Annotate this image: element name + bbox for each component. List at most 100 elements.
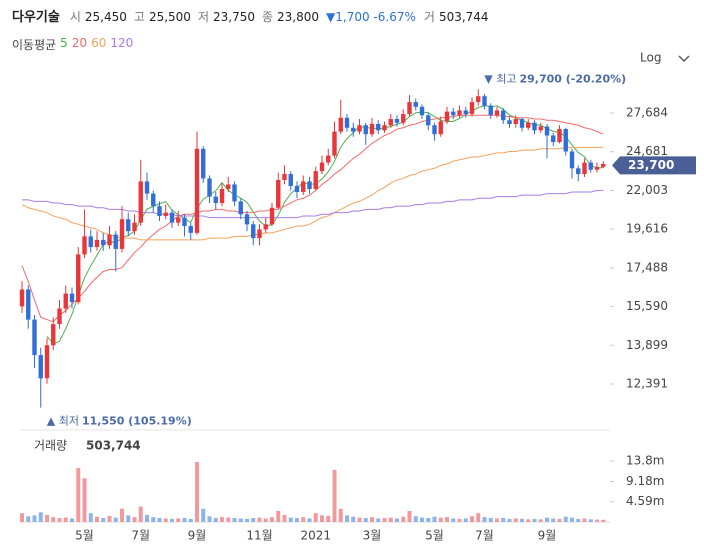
ma-legend-item: 5 bbox=[60, 36, 68, 50]
volume-bar bbox=[351, 516, 356, 522]
field-label: 고 bbox=[133, 10, 145, 24]
candle-body bbox=[51, 324, 56, 346]
volume-bar bbox=[338, 508, 343, 522]
volume-bar bbox=[163, 518, 168, 522]
y-tick-label: 13,899 bbox=[626, 338, 668, 352]
candle-body bbox=[394, 118, 400, 123]
volume-bar bbox=[170, 518, 174, 522]
x-tick-label: 9월 bbox=[188, 529, 207, 543]
candle-body bbox=[144, 181, 150, 194]
volume-bar bbox=[501, 518, 506, 522]
volume-bar bbox=[151, 517, 156, 522]
volume-bar bbox=[95, 516, 99, 522]
volume-bar bbox=[495, 518, 499, 522]
volume-bar bbox=[176, 518, 181, 522]
candle-body bbox=[301, 181, 306, 193]
volume-bar bbox=[526, 519, 531, 522]
candle-body bbox=[563, 129, 568, 152]
candle-body bbox=[226, 184, 231, 189]
x-tick-label: 11월 bbox=[246, 529, 272, 543]
candle-body bbox=[388, 118, 393, 126]
volume-label: 거래량 bbox=[34, 439, 67, 453]
volume-bar bbox=[538, 519, 543, 522]
candle-body bbox=[482, 96, 487, 106]
volume-bar bbox=[201, 508, 206, 522]
volume-bar bbox=[445, 517, 449, 522]
annotation-label: ▼ 최고 bbox=[484, 72, 516, 85]
volume-bar bbox=[63, 517, 68, 522]
volume-bar bbox=[520, 518, 524, 522]
candle-body bbox=[488, 105, 493, 116]
candle-body bbox=[457, 110, 462, 116]
candle-body bbox=[119, 219, 125, 249]
candle-body bbox=[207, 178, 212, 197]
candle-body bbox=[594, 166, 600, 170]
candle-body bbox=[469, 102, 475, 115]
candle-body bbox=[532, 122, 537, 131]
candle-body bbox=[426, 115, 431, 126]
price-tag-label: 23,700 bbox=[628, 158, 674, 172]
volume-bar bbox=[326, 515, 331, 522]
candle-body bbox=[444, 111, 450, 122]
ma-line bbox=[22, 190, 604, 219]
price-change: ▼1,700 -6.67% bbox=[326, 10, 416, 24]
volume-bar bbox=[113, 517, 118, 522]
volume-bar bbox=[507, 518, 512, 522]
candle-body bbox=[601, 163, 606, 167]
candle-body bbox=[582, 162, 587, 175]
candle-body bbox=[94, 239, 100, 248]
candle-body bbox=[151, 193, 156, 207]
volume-bar bbox=[145, 514, 149, 522]
candle-body bbox=[188, 226, 193, 233]
annotation: ▼ 최고 29,700 (-20.20%) bbox=[484, 72, 626, 85]
candle-body bbox=[538, 126, 543, 131]
volume-bar bbox=[220, 517, 224, 522]
scale-chevron[interactable] bbox=[678, 55, 690, 62]
field-value: 503,744 bbox=[438, 10, 489, 24]
volume-bar bbox=[395, 518, 399, 522]
volume-bar bbox=[276, 510, 281, 522]
candle-body bbox=[157, 206, 162, 216]
volume-bar bbox=[376, 518, 381, 522]
ma-legend-item: 20 bbox=[71, 36, 88, 50]
volume-bar bbox=[576, 518, 581, 522]
volume-bar bbox=[420, 517, 424, 522]
candle-body bbox=[432, 125, 437, 135]
volume-bar bbox=[82, 478, 87, 522]
volume-bar bbox=[101, 518, 106, 522]
candle-body bbox=[138, 181, 143, 223]
candle-body bbox=[263, 224, 268, 230]
candle-body bbox=[557, 129, 562, 143]
volume-bar bbox=[182, 518, 187, 522]
candle-body bbox=[282, 174, 287, 180]
volume-bar bbox=[51, 517, 56, 522]
volume-bar bbox=[488, 518, 493, 522]
candle-body bbox=[182, 217, 187, 227]
volume-bar bbox=[476, 513, 481, 522]
candle-body bbox=[176, 217, 181, 223]
ma-legend-item: 120 bbox=[110, 36, 134, 50]
volume-bar bbox=[370, 517, 374, 522]
candle-body bbox=[213, 196, 218, 203]
candle-body bbox=[69, 293, 75, 303]
volume-bar bbox=[157, 518, 162, 522]
field-label: 종 bbox=[261, 10, 274, 24]
candle-body bbox=[219, 188, 225, 203]
annotation: ▲ 최저 11,550 (105.19%) bbox=[47, 415, 192, 428]
candle-body bbox=[419, 106, 425, 116]
header: 다우기술 시 25,450 고 25,500 저 23,750 종 23,800 ▼1,700 … bbox=[12, 6, 492, 25]
volume-bar bbox=[195, 461, 199, 522]
volume-bar bbox=[388, 517, 393, 522]
candle-body bbox=[376, 123, 381, 131]
volume-bar bbox=[363, 518, 368, 522]
volume-bar bbox=[382, 518, 387, 522]
stock-name: 다우기술 bbox=[12, 10, 60, 25]
candle-body bbox=[82, 236, 87, 255]
volume-bar bbox=[20, 513, 24, 522]
scale-label[interactable]: Log bbox=[640, 51, 661, 65]
volume-bar bbox=[601, 519, 606, 522]
candle-body bbox=[588, 162, 593, 170]
candle-body bbox=[276, 179, 281, 208]
candle-body bbox=[107, 234, 112, 246]
